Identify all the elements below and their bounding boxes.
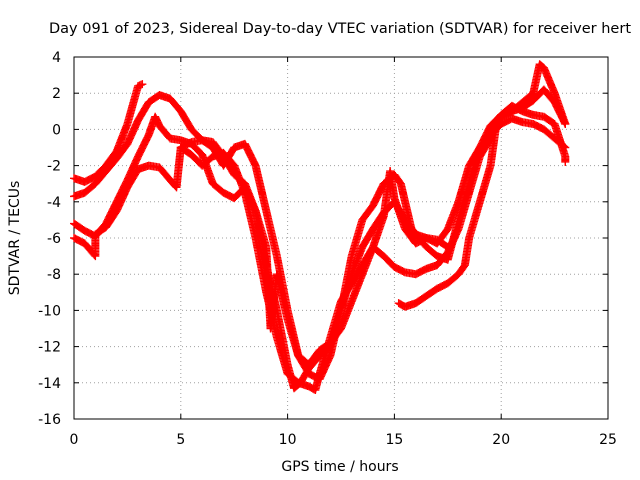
x-tick-label: 10	[279, 432, 297, 448]
y-tick-label: -6	[47, 231, 61, 247]
y-tick-label: -8	[47, 267, 61, 283]
x-tick-label: 5	[176, 432, 185, 448]
axis-ticks	[73, 56, 609, 420]
x-tick-labels: 0 5 10 15 20 25	[70, 432, 617, 448]
series-layer	[70, 60, 570, 395]
y-tick-label: -4	[47, 195, 61, 211]
data-point	[443, 243, 452, 252]
y-tick-label: -14	[38, 376, 61, 392]
y-tick-label: -12	[38, 340, 61, 356]
data-point	[442, 242, 451, 251]
data-point	[561, 119, 570, 128]
x-tick-label: 25	[599, 432, 617, 448]
y-tick-label: 0	[52, 122, 61, 138]
y-tick-labels: -16 -14 -12 -10 -8 -6 -4 -2 0 2 4	[38, 50, 61, 428]
y-axis-label: SDTVAR / TECUs	[7, 181, 23, 296]
x-tick-label: 15	[385, 432, 403, 448]
series-5	[176, 136, 452, 369]
data-point	[138, 80, 147, 89]
data-point	[561, 157, 570, 166]
series-6	[394, 60, 570, 311]
y-tick-label: -10	[38, 303, 61, 319]
chart-title: Day 091 of 2023, Sidereal Day-to-day VTE…	[49, 21, 631, 37]
y-tick-label: 2	[52, 86, 61, 102]
x-axis-label: GPS time / hours	[281, 459, 398, 475]
y-tick-label: 4	[52, 50, 61, 66]
y-tick-label: -16	[38, 412, 61, 428]
y-tick-label: -2	[47, 159, 61, 175]
x-tick-label: 0	[70, 432, 79, 448]
x-tick-label: 20	[492, 432, 510, 448]
